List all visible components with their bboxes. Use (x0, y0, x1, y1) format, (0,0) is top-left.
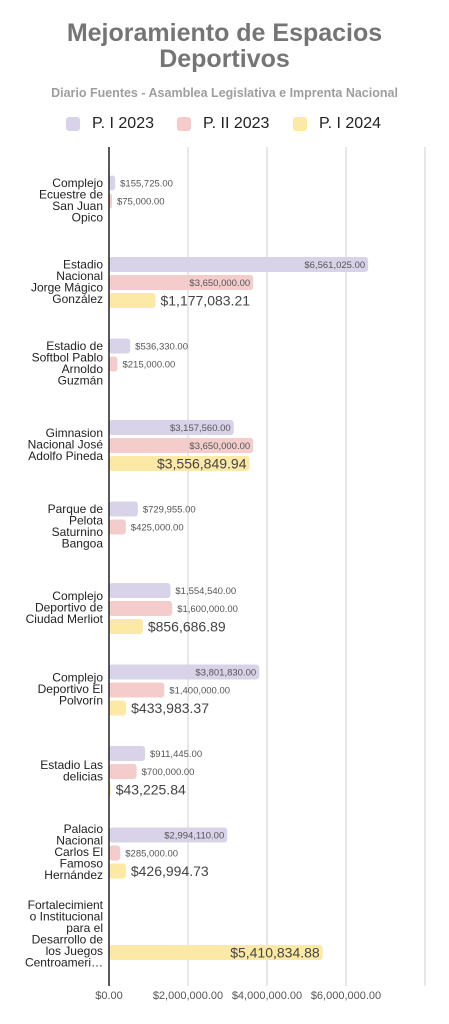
bar (109, 420, 234, 435)
category-label: Gimnasion Nacional José Adolfo Pineda (28, 426, 104, 463)
category-label: Complejo Ecuestre de San Juan Opico (39, 176, 103, 225)
legend-swatch-p1-2023 (66, 117, 80, 131)
bar (109, 700, 127, 716)
data-label: $700,000.00 (142, 767, 195, 778)
bar (109, 827, 228, 843)
legend-label-p1-2024: P. I 2024 (319, 115, 381, 132)
data-label: $3,157,560.00 (170, 423, 231, 434)
category-label: Palacio Nacional Carlos El Famoso Hernández (44, 822, 103, 882)
data-label: $1,400,000.00 (169, 686, 230, 697)
data-label: $3,556,849.94 (157, 456, 247, 472)
bar (109, 293, 156, 308)
legend-item-p1-2023[interactable]: P. I 2023 (66, 113, 154, 135)
legend-label-p2-2023: P. II 2023 (203, 115, 270, 132)
data-label: $43,225.84 (116, 782, 186, 798)
category-label: Estadio Las delicias (40, 758, 103, 784)
data-label: $5,410,834.88 (230, 945, 320, 961)
data-label: $3,801,830.00 (195, 668, 256, 679)
bar (109, 764, 137, 779)
bar (109, 664, 260, 680)
bar (109, 863, 126, 879)
data-label: $75,000.00 (117, 197, 165, 208)
x-tick-label: $0.00 (95, 990, 123, 1002)
bar (109, 275, 254, 290)
data-label: $1,554,540.00 (175, 586, 236, 597)
data-label: $155,725.00 (120, 179, 173, 190)
data-label: $426,994.73 (131, 863, 209, 879)
category-label: Complejo Deportivo El Polvorín (38, 671, 104, 708)
category-label: Fortalecimient o Institucional para el Desa… (25, 898, 104, 970)
data-label: $1,600,000.00 (177, 604, 238, 615)
data-label: $6,561,025.00 (304, 260, 365, 271)
bar (109, 257, 369, 272)
data-label: $729,955.00 (143, 505, 196, 516)
data-label: $1,177,083.21 (160, 293, 250, 309)
bar (109, 682, 165, 698)
category-label: Complejo Deportivo de Ciudad Merliot (26, 589, 104, 626)
bar (109, 501, 138, 517)
bar (109, 583, 171, 598)
chart-title: Mejoramiento de Espacios Deportivos (0, 20, 449, 72)
bar (109, 746, 146, 761)
data-label: $433,983.37 (131, 700, 209, 716)
x-tick-label: $2,000,000.00 (153, 990, 223, 1002)
bar (109, 338, 131, 354)
legend-swatch-p1-2024 (293, 117, 307, 131)
data-label: $536,330.00 (135, 342, 188, 353)
legend-label-p1-2023: P. I 2023 (92, 115, 154, 132)
data-label: $425,000.00 (131, 523, 184, 534)
category-label: Parque de Pelota Saturnino Bangoa (48, 502, 104, 551)
category-label: Estadio de Softbol Pablo Arnoldo Guzmán (32, 339, 104, 388)
data-label: $285,000.00 (125, 849, 178, 860)
data-label: $911,445.00 (150, 749, 202, 760)
bar (109, 619, 143, 634)
bar (109, 601, 173, 616)
chart-title-line: Mejoramiento de Espacios (66, 19, 383, 47)
data-label: $3,650,000.00 (189, 441, 250, 452)
bar (109, 945, 323, 960)
x-tick-label: $6,000,000.00 (311, 990, 381, 1002)
chart-title-text: Mejoramiento de Espacios Deportivos (0, 20, 449, 72)
data-label: $215,000.00 (122, 360, 175, 371)
legend: P. I 2023 P. II 2023 P. I 2024 (0, 113, 449, 135)
data-label: $3,650,000.00 (189, 278, 250, 289)
bar (109, 456, 250, 471)
bar (109, 356, 118, 372)
legend-item-p2-2023[interactable]: P. II 2023 (177, 113, 269, 135)
legend-swatch-p2-2023 (177, 117, 191, 131)
x-tick-label: $4,000,000.00 (232, 990, 302, 1002)
bar (109, 438, 254, 453)
data-label: $2,994,110.00 (164, 831, 224, 842)
data-label: $856,686.89 (148, 619, 226, 635)
legend-item-p1-2024[interactable]: P. I 2024 (293, 113, 381, 135)
chart-subtitle: Diario Fuentes - Asamblea Legislativa e … (51, 86, 398, 100)
bar (109, 175, 116, 191)
bar (109, 519, 126, 535)
chart-title-line: Deportivos (159, 45, 290, 73)
bar (109, 845, 121, 861)
category-label: Estadio Nacional Jorge Mágico González (31, 257, 103, 306)
